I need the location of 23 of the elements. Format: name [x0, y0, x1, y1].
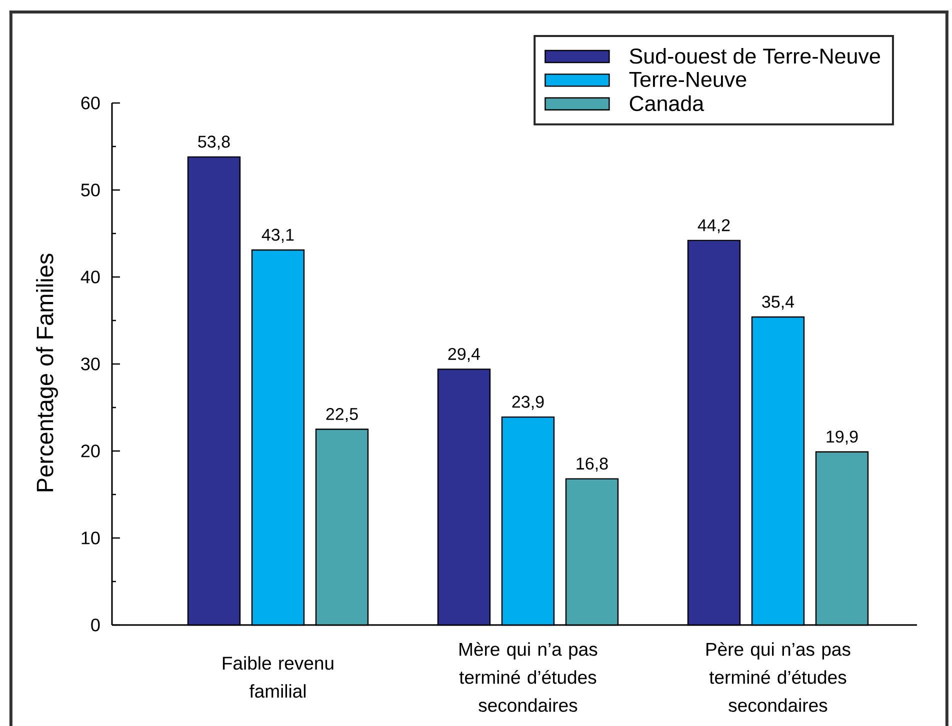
y-tick-label: 40 [80, 270, 100, 284]
data-label: 43,1 [262, 228, 294, 243]
y-tick-label: 30 [81, 358, 100, 370]
data-label: 19,9 [826, 430, 858, 445]
y-axis-title: Percentage of Families [36, 254, 58, 492]
data-label: 22,5 [326, 408, 358, 422]
x-tick-label: Père qui n’as pas terminé d’études secondaires [706, 642, 850, 712]
y-tick-label: 20 [81, 444, 100, 458]
legend-label: Sud-ouest de Terre-Neuve [630, 48, 880, 64]
x-tick-label: Mère qui n’a pas terminé d’études secondaires [459, 642, 598, 712]
legend-label: Canada [630, 95, 704, 112]
data-label: 23,9 [512, 396, 544, 410]
data-label: 29,4 [448, 348, 480, 362]
y-tick-label: 10 [82, 532, 100, 544]
data-label: 53,8 [198, 136, 230, 150]
y-tick-label: 50 [81, 184, 100, 196]
legend-label: Terre-Neuve [629, 72, 746, 88]
y-tick-label: 0 [91, 618, 100, 632]
x-tick-label: Faible revenu familial [222, 656, 334, 698]
data-label: 44,2 [698, 219, 730, 234]
data-label: 35,4 [762, 296, 794, 310]
data-label: 16,8 [576, 458, 608, 472]
y-tick-label: 60 [81, 96, 100, 110]
